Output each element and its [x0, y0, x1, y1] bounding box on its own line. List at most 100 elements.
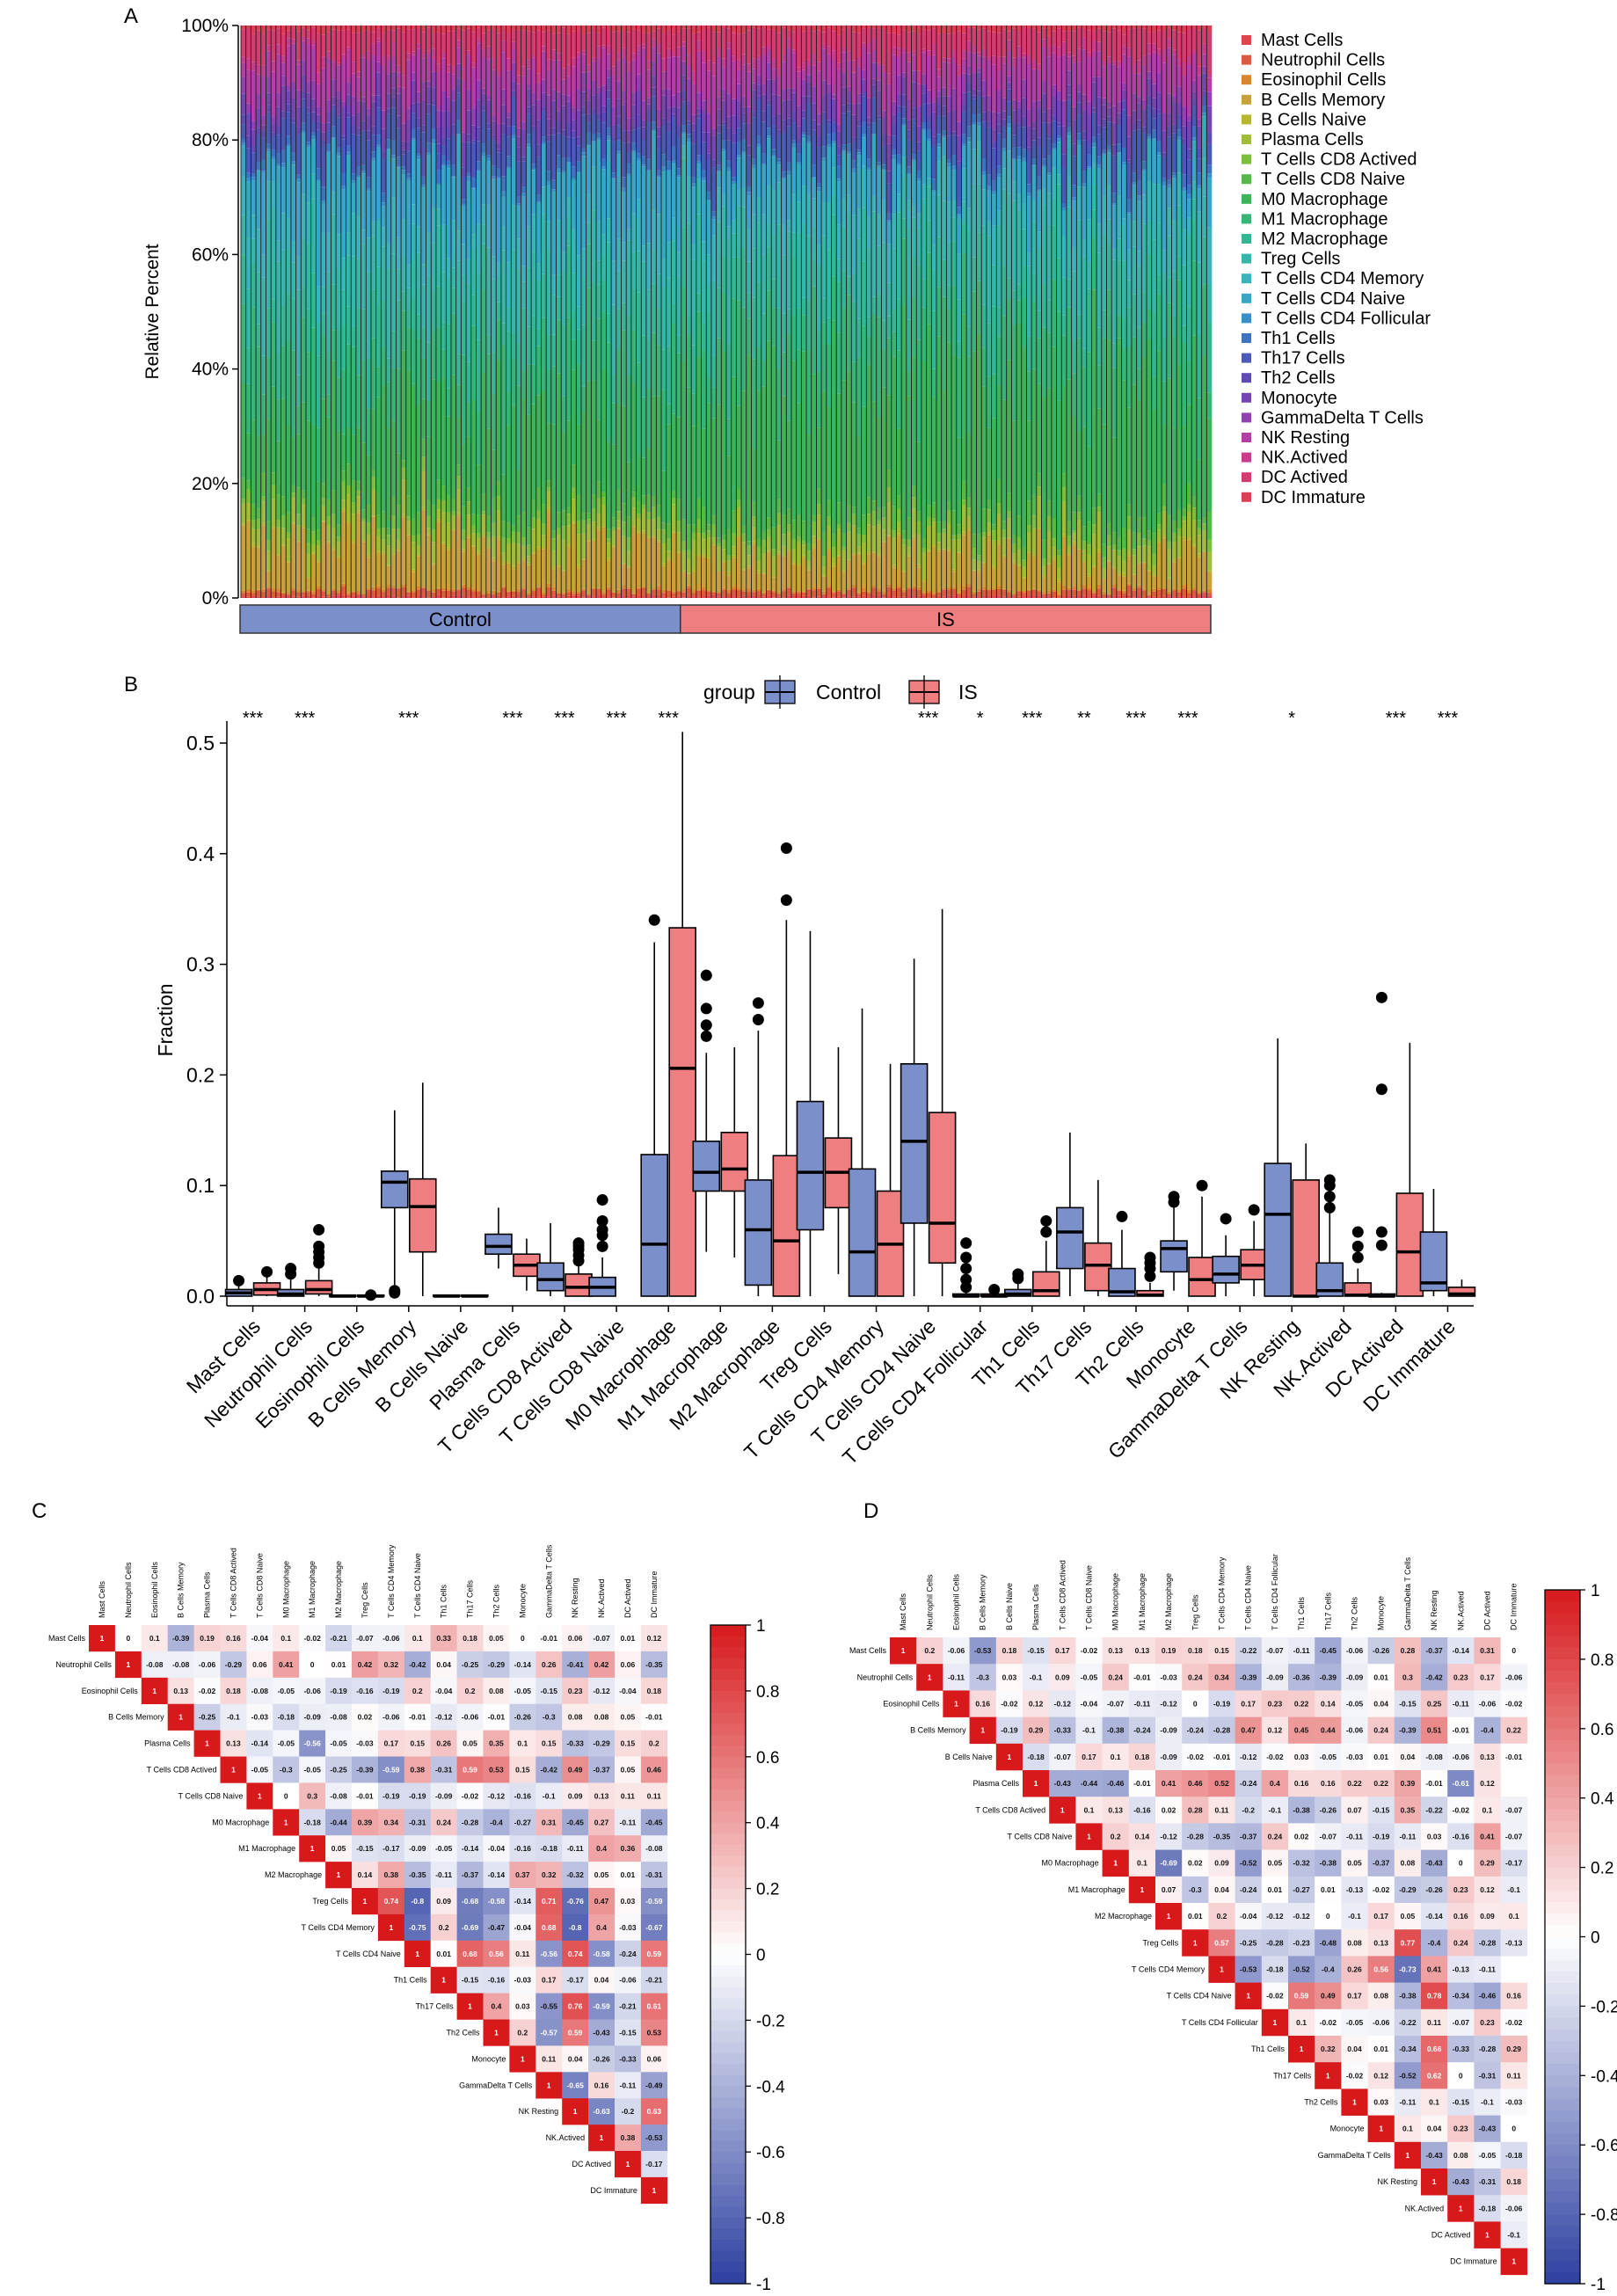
bar-segment: [286, 38, 292, 47]
bar-segment: [301, 75, 307, 92]
bar-segment: [446, 168, 452, 259]
bar-segment: [781, 62, 787, 90]
bar-segment: [316, 181, 322, 287]
bar-segment: [1041, 81, 1047, 94]
bar-segment: [956, 253, 962, 300]
bar-segment: [986, 590, 992, 596]
bar-segment: [370, 26, 376, 33]
bar-segment: [946, 166, 952, 202]
bar-segment: [420, 132, 426, 177]
bar-segment: [426, 436, 432, 500]
bar-segment: [746, 541, 752, 546]
bar-segment: [336, 595, 342, 598]
bar-segment: [936, 592, 942, 596]
bar-segment: [1162, 31, 1168, 50]
bar-segment: [961, 505, 967, 532]
bar-segment: [881, 164, 887, 169]
bar-segment: [305, 543, 311, 554]
bar-segment: [886, 73, 892, 84]
bar-segment: [656, 589, 662, 595]
bar-segment: [821, 298, 827, 323]
bar-segment: [466, 436, 472, 488]
bar-segment: [710, 128, 717, 136]
bar-segment: [651, 536, 657, 538]
legend-swatch: [1242, 293, 1251, 303]
bar-segment: [936, 194, 942, 237]
bar-segment: [1181, 588, 1187, 597]
bar-segment: [1021, 98, 1027, 117]
bar-segment: [295, 405, 302, 434]
bar-segment: [1147, 571, 1153, 594]
bar-segment: [645, 512, 652, 520]
bar-segment: [906, 319, 912, 372]
bar-segment: [580, 559, 586, 589]
bar-segment: [346, 155, 352, 233]
bar-segment: [325, 525, 331, 542]
bar-segment: [615, 154, 622, 239]
bar-segment: [295, 289, 302, 375]
bar-segment: [241, 523, 246, 526]
bar-segment: [1031, 121, 1038, 129]
bar-segment: [1121, 54, 1127, 84]
bar-segment: [866, 591, 872, 594]
bar-segment: [626, 550, 632, 566]
bar-segment: [331, 514, 337, 528]
bar-segment: [1141, 99, 1147, 111]
bar-segment: [355, 26, 361, 33]
bar-segment: [451, 515, 456, 529]
bar-segment: [941, 135, 947, 138]
bar-segment: [1051, 546, 1057, 558]
bar-segment: [766, 51, 772, 63]
bar-segment: [806, 543, 812, 551]
bar-segment: [535, 486, 542, 511]
bar-segment: [731, 596, 737, 598]
bar-segment: [1101, 567, 1107, 578]
bar-segment: [580, 33, 586, 51]
bar-segment: [796, 143, 802, 154]
bar-segment: [806, 59, 812, 66]
bar-segment: [656, 43, 662, 54]
bar-segment: [1171, 533, 1177, 543]
bar-segment: [401, 291, 407, 311]
bar-segment: [1131, 221, 1137, 247]
bar-segment: [386, 358, 392, 383]
bar-segment: [896, 533, 902, 536]
bar-segment: [271, 528, 277, 588]
bar-segment: [896, 587, 902, 597]
bar-segment: [1126, 26, 1133, 30]
bar-segment: [946, 135, 952, 160]
bar-segment: [906, 52, 912, 62]
bar-segment: [546, 59, 552, 70]
bar-segment: [931, 368, 937, 397]
bar-segment: [1051, 53, 1057, 85]
bar-segment: [886, 135, 892, 144]
bar-segment: [615, 53, 622, 61]
bar-segment: [1111, 343, 1118, 368]
bar-segment: [1196, 553, 1202, 558]
bar-segment: [1041, 596, 1047, 598]
bar-segment: [355, 100, 361, 113]
bar-segment: [891, 565, 897, 568]
bar-segment: [1186, 149, 1192, 160]
bar-segment: [1196, 262, 1202, 335]
bar-segment: [586, 222, 592, 244]
bar-segment: [1082, 595, 1088, 598]
bar-segment: [546, 507, 552, 512]
bar-segment: [310, 27, 317, 40]
bar-segment: [511, 29, 517, 42]
bar-segment: [656, 308, 662, 346]
bar-segment: [321, 498, 327, 507]
bar-segment: [431, 331, 437, 380]
bar-segment: [396, 165, 402, 168]
bar-segment: [1151, 533, 1157, 555]
bar-segment: [1181, 521, 1187, 537]
bar-segment: [405, 265, 412, 288]
bar-segment: [901, 124, 907, 127]
bar-segment: [1001, 98, 1007, 112]
bar-segment: [851, 26, 857, 33]
bar-segment: [936, 26, 942, 34]
bar-segment: [361, 593, 367, 595]
bar-segment: [1116, 101, 1122, 113]
bar-segment: [811, 227, 817, 260]
bar-segment: [556, 172, 562, 221]
